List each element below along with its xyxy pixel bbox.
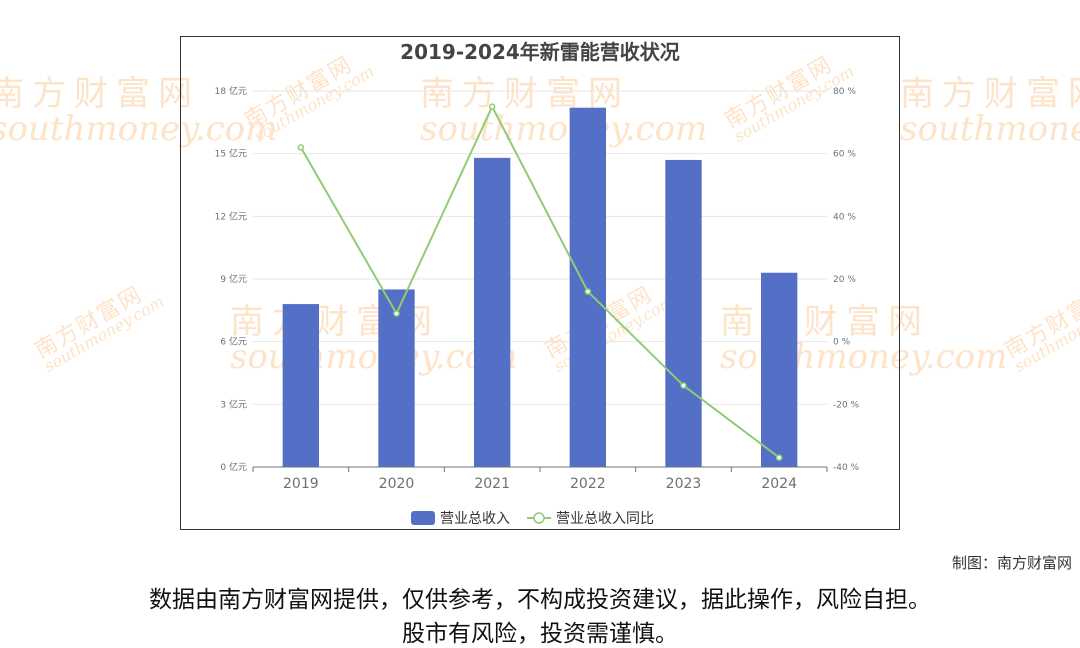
y-right-tick-label: 80 %: [833, 87, 856, 97]
y-right-tick-label: 0 %: [833, 338, 851, 348]
line-point: [584, 288, 592, 295]
chart-maker-credit: 制图：南方财富网: [951, 554, 1072, 572]
chart-svg: 2019-2024年新雷能营收状况 0 亿元 -40 % 3 亿元 -20 % 6 亿元…: [215, 40, 860, 527]
bar-series: [282, 107, 798, 467]
legend: 营业总收入 营业总收入同比: [411, 511, 654, 527]
legend-label: 营业总收入同比: [556, 511, 654, 527]
line-point: [488, 103, 496, 110]
legend-swatch-marker: [533, 512, 545, 524]
y-right-tick-label: -40 %: [833, 463, 860, 473]
x-tick-label: 2019: [283, 476, 319, 492]
y-left-tick-label: 15 亿元: [215, 148, 247, 160]
chart-frame: 2019-2024年新雷能营收状况 0 亿元 -40 % 3 亿元 -20 % 6 亿元…: [180, 36, 900, 530]
y-left-tick-label: 6 亿元: [220, 336, 247, 348]
bar: [569, 107, 607, 467]
bar: [282, 304, 320, 467]
y-left-tick-label: 18 亿元: [215, 85, 247, 97]
line-path: [299, 104, 780, 459]
bar: [760, 272, 798, 467]
line-point: [680, 382, 687, 389]
axes: 0 亿元 -40 % 3 亿元 -20 % 6 亿元 0 % 9 亿元 20 % 12 亿元 40…: [215, 85, 860, 492]
y-right-tick-label: 20 %: [833, 275, 856, 285]
x-tick-label: 2024: [761, 476, 797, 492]
y-left-tick-label: 12 亿元: [215, 210, 247, 222]
x-tick-label: 2021: [474, 476, 510, 492]
legend-label: 营业总收入: [440, 511, 510, 527]
line-point: [393, 310, 400, 317]
line-point: [775, 454, 783, 461]
chart-title: 2019-2024年新雷能营收状况: [400, 40, 680, 64]
y-right-tick-label: 40 %: [833, 212, 856, 222]
y-right-tick-label: 60 %: [833, 150, 856, 160]
grid: [253, 90, 827, 405]
bar: [473, 157, 511, 467]
line-point: [297, 144, 305, 151]
x-tick-label: 2023: [666, 476, 702, 492]
bar: [665, 159, 702, 467]
bar: [378, 289, 415, 467]
y-left-tick-label: 9 亿元: [220, 273, 247, 285]
line-series: [297, 103, 783, 461]
disclaimer-line-2: 股市有风险，投资需谨慎。: [402, 621, 678, 647]
disclaimer-line-1: 数据由南方财富网提供，仅供参考，不构成投资建议，据此操作，风险自担。: [149, 587, 931, 613]
y-right-tick-label: -20 %: [833, 400, 860, 410]
x-tick-label: 2022: [570, 476, 606, 492]
y-left-tick-label: 0 亿元: [220, 461, 247, 473]
x-tick-label: 2020: [379, 476, 415, 492]
legend-swatch-bar: [411, 511, 435, 525]
y-left-tick-label: 3 亿元: [220, 398, 247, 410]
